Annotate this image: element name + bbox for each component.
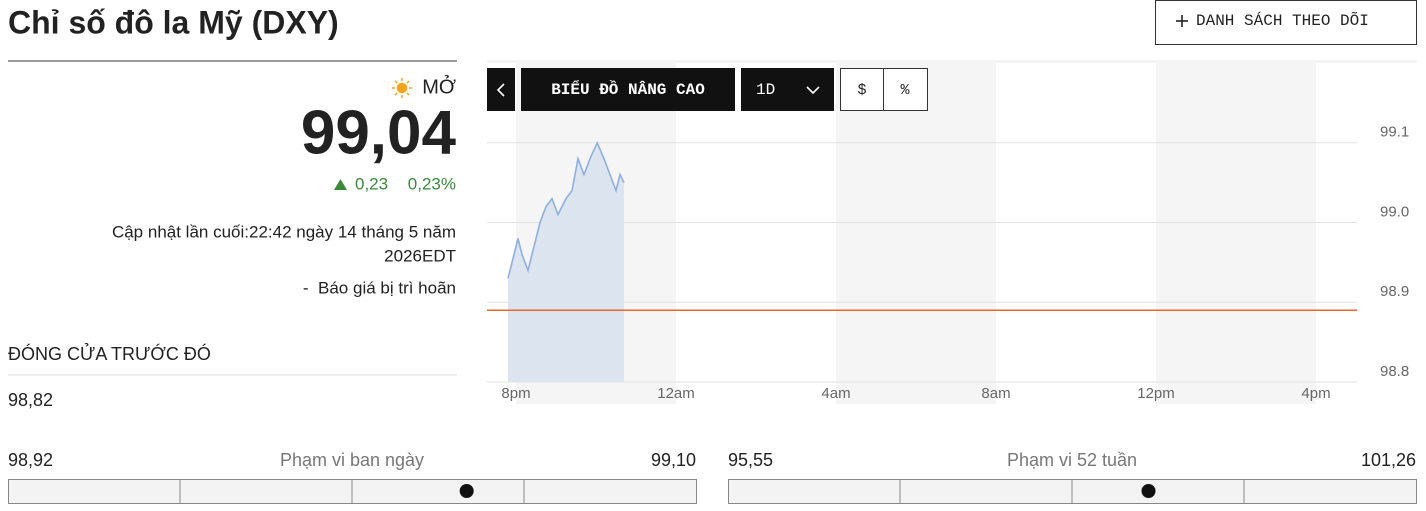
y-tick-label: 99.1: [1380, 124, 1409, 141]
back-button[interactable]: [487, 68, 515, 111]
change-pct: 0,23%: [408, 174, 456, 193]
updated-line: 2026EDT: [384, 246, 456, 265]
range-low: 98,92: [8, 450, 53, 470]
market-status: MỞ: [422, 74, 456, 98]
area: [508, 142, 624, 382]
y-tick-label: 98.9: [1380, 283, 1409, 300]
advanced-chart-label: BIỂU ĐỒ NÂNG CAO: [551, 79, 705, 99]
percent-toggle[interactable]: [883, 68, 928, 111]
chart-toolbar: BIỂU ĐỒ NÂNG CAO 1D $ %: [487, 68, 928, 111]
range-dot: [1141, 484, 1156, 498]
y-tick-label: 98.8: [1380, 363, 1409, 380]
prev-close-label: ĐÓNG CỬA TRƯỚC ĐÓ: [8, 343, 211, 364]
plus-icon: [1176, 15, 1188, 27]
range-label: Phạm vi ban ngày: [280, 450, 424, 470]
chart: 98.8 98.9 99.0 99.1 8pm 12am 4am 8am 12pm 4pm: [487, 60, 1417, 404]
line: [507, 140, 625, 279]
advanced-chart-button[interactable]: [521, 68, 735, 111]
interval-dropdown[interactable]: [741, 68, 834, 111]
watchlist-button[interactable]: [1155, 0, 1417, 45]
watchlist-label: DANH SÁCH THEO DÕI: [1196, 11, 1369, 30]
currency-label: $: [857, 82, 866, 99]
updated-line: Cập nhật lần cuối:22:42 ngày 14 tháng 5 …: [112, 222, 456, 241]
x-tick-label: 4am: [821, 385, 850, 402]
range-dot: [459, 484, 474, 498]
sun-icon: [392, 78, 412, 98]
x-tick-label: 8pm: [501, 385, 530, 402]
ranges: 98,92 Phạm vi ban ngày 99,10 95,55 Phạm vi 5…: [8, 450, 1417, 504]
currency-toggle[interactable]: [840, 68, 884, 111]
range-high: 99,10: [651, 450, 696, 470]
range-low: 95,55: [728, 450, 773, 470]
page-title: Chỉ số đô la Mỹ (DXY): [8, 4, 339, 40]
chevron-down: [806, 86, 820, 95]
x-tick-label: 12am: [657, 385, 695, 402]
x-tick-label: 4pm: [1301, 385, 1330, 402]
range-high: 101,26: [1361, 450, 1416, 470]
prev-close-value: 98,82: [8, 390, 53, 410]
price: 99,04: [301, 98, 457, 167]
up-arrow: [334, 179, 347, 190]
percent-label: %: [900, 82, 910, 99]
chevron-left: [496, 83, 505, 97]
range-label: Phạm vi 52 tuần: [1007, 450, 1137, 470]
x-tick-label: 8am: [981, 385, 1010, 402]
y-tick-label: 99.0: [1380, 203, 1409, 220]
shaded-band: [836, 60, 996, 404]
shaded-band: [1156, 60, 1316, 404]
change: 0,23: [355, 174, 388, 193]
delay-note: - Báo giá bị trì hoãn: [303, 278, 456, 297]
interval-label: 1D: [756, 81, 775, 99]
x-tick-label: 12pm: [1137, 385, 1175, 402]
